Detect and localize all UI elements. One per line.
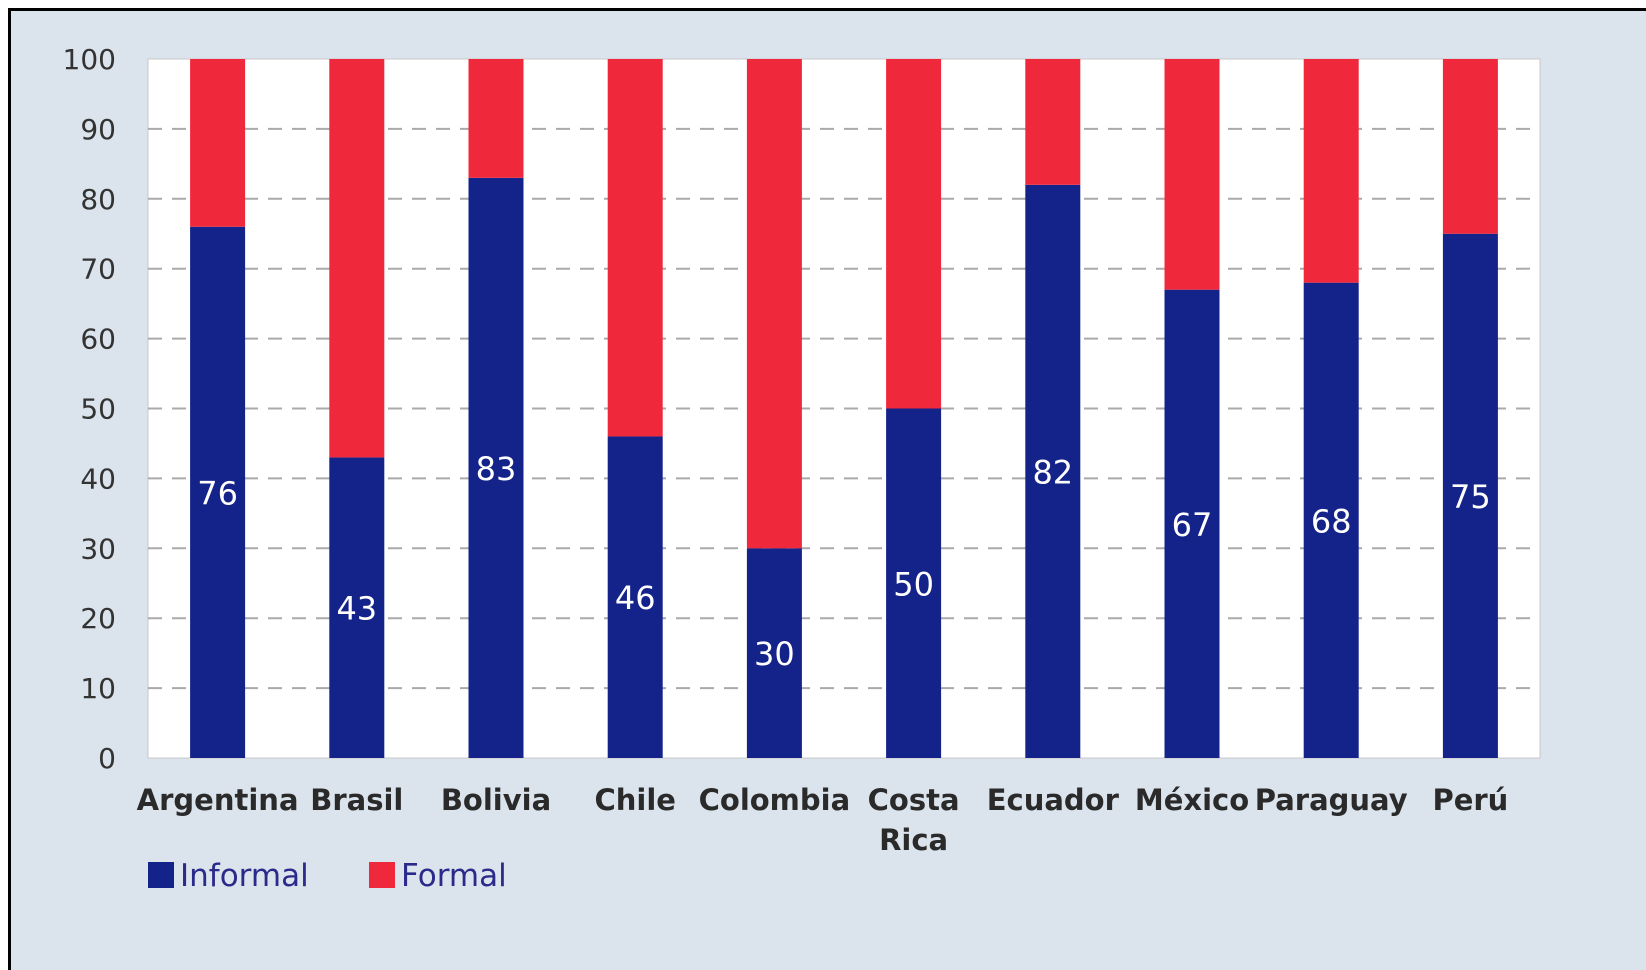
x-category-label: Paraguay: [1255, 783, 1408, 817]
y-tick-label: 10: [80, 672, 116, 705]
chart-frame: 0 10 20 30 40 50 60 70 80 90 100 76 43 83 46 30 50 82 67 6…: [8, 8, 1646, 970]
x-category-label: Brasil: [310, 783, 403, 817]
y-axis-ticks: 0 10 20 30 40 50 60 70 80 90 100: [63, 43, 116, 775]
data-label: 83: [476, 450, 517, 488]
y-tick-label: 40: [80, 462, 116, 495]
x-category-label: Colombia: [699, 783, 851, 817]
x-axis-labels: Argentina Brasil Bolivia Chile Colombia Costa…: [137, 783, 1509, 857]
y-tick-label: 70: [80, 253, 116, 286]
data-label: 75: [1450, 478, 1491, 516]
bar-formal-méxico: [1164, 59, 1220, 290]
y-tick-label: 20: [80, 602, 116, 635]
y-tick-label: 90: [80, 113, 116, 146]
x-category-label: México: [1135, 783, 1249, 817]
y-tick-label: 0: [98, 742, 116, 775]
data-label: 68: [1311, 502, 1352, 540]
bar-formal-bolivia: [468, 59, 524, 178]
data-label: 46: [615, 579, 656, 617]
bar-formal-colombia: [746, 59, 802, 549]
data-label: 43: [336, 590, 377, 628]
bars: [190, 59, 1498, 758]
y-tick-label: 60: [80, 323, 116, 356]
x-category-label: Ecuador: [987, 783, 1120, 817]
legend-swatch-informal: [148, 862, 174, 888]
legend-label-formal: Formal: [401, 858, 507, 894]
bar-informal-brasil: [329, 457, 385, 758]
bar-formal-perú: [1442, 59, 1498, 234]
y-tick-label: 30: [80, 532, 116, 565]
y-tick-label: 100: [63, 43, 116, 76]
bar-formal-chile: [607, 59, 663, 437]
data-label: 76: [197, 474, 238, 512]
bar-informal-bolivia: [468, 177, 524, 758]
stacked-bar-chart: 0 10 20 30 40 50 60 70 80 90 100 76 43 83 46 30 50 82 67 6…: [63, 43, 1541, 894]
data-label: 50: [893, 565, 934, 603]
bar-formal-ecuador: [1025, 59, 1081, 185]
bar-formal-brasil: [329, 59, 385, 458]
bar-informal-perú: [1442, 233, 1498, 758]
bar-informal-ecuador: [1025, 184, 1081, 758]
legend: Informal Formal: [148, 858, 507, 894]
bar-informal-argentina: [190, 226, 246, 758]
legend-swatch-formal: [369, 862, 395, 888]
bar-informal-chile: [607, 436, 663, 758]
y-tick-label: 80: [80, 183, 116, 216]
bar-informal-costa-rica: [886, 408, 942, 758]
y-tick-label: 50: [80, 393, 116, 426]
x-category-label: Bolivia: [441, 783, 551, 817]
x-category-label: Costa Rica: [868, 783, 960, 857]
bar-formal-costa-rica: [886, 59, 942, 409]
bar-informal-paraguay: [1303, 282, 1359, 758]
data-labels: 76 43 83 46 30 50 82 67 68 75: [197, 450, 1491, 673]
data-label: 67: [1172, 506, 1213, 544]
x-category-label: Chile: [594, 783, 675, 817]
bar-formal-argentina: [190, 59, 246, 227]
bar-informal-méxico: [1164, 289, 1220, 758]
bar-informal-colombia: [746, 548, 802, 758]
legend-label-informal: Informal: [180, 858, 309, 894]
bar-formal-paraguay: [1303, 59, 1359, 283]
data-label: 82: [1032, 453, 1073, 491]
x-category-label: Argentina: [137, 783, 299, 817]
data-label: 30: [754, 635, 795, 673]
x-category-label: Perú: [1432, 783, 1508, 817]
